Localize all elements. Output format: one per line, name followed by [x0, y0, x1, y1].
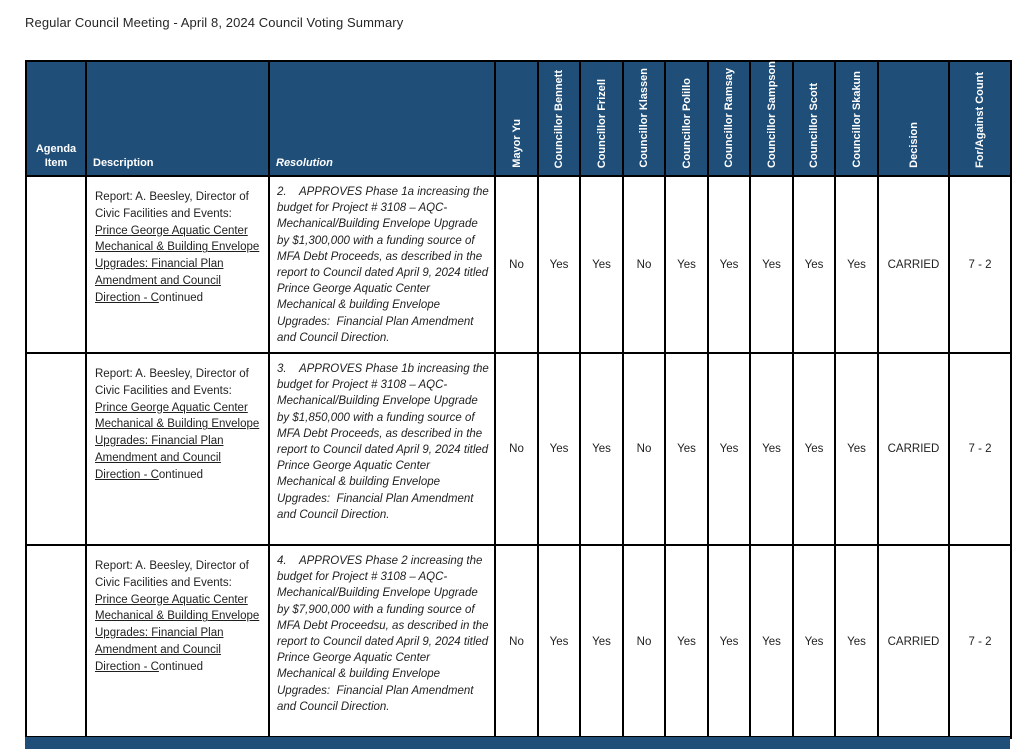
col-header-councillor-skakun-label: Councillor Skakun [850, 71, 863, 168]
voting-row-3: Report: A. Beesley, Director of Civic Fa… [25, 544, 1012, 740]
agenda-item-cell [25, 352, 87, 547]
vote-councillor-skakun: Yes [834, 352, 879, 547]
col-header-councillor-ramsay: Councillor Ramsay [707, 60, 751, 177]
description-text-suffix: ontinued [158, 468, 204, 481]
table-header-row: Agenda Item Description Resolution Mayor… [25, 60, 1012, 177]
vote-mayor-yu: No [494, 544, 539, 740]
vote-councillor-bennett: Yes [537, 174, 581, 355]
decision-cell: CARRIED [877, 174, 950, 355]
vote-councillor-ramsay: Yes [707, 352, 751, 547]
vote-councillor-skakun: Yes [834, 174, 879, 355]
col-header-mayor-yu-label: Mayor Yu [510, 119, 523, 168]
col-header-description-label: Description [93, 157, 154, 169]
vote-councillor-sampson: Yes [749, 544, 794, 740]
voting-row-1: Report: A. Beesley, Director of Civic Fa… [25, 174, 1012, 355]
vote-councillor-polillo: Yes [664, 174, 709, 355]
vote-councillor-klassen: No [622, 174, 666, 355]
col-header-councillor-frizell-label: Councillor Frizell [595, 78, 608, 168]
vote-councillor-ramsay: Yes [707, 174, 751, 355]
col-header-councillor-skakun: Councillor Skakun [834, 60, 879, 177]
col-header-mayor-yu: Mayor Yu [494, 60, 539, 177]
vote-councillor-frizell: Yes [579, 544, 624, 740]
col-header-councillor-klassen: Councillor Klassen [622, 60, 666, 177]
col-header-councillor-sampson-label: Councillor Sampson [765, 61, 778, 168]
col-header-decision: Decision [877, 60, 950, 177]
description-text-suffix: ontinued [158, 660, 204, 673]
description-link[interactable]: Prince George Aquatic Center Mechanical … [95, 401, 260, 481]
vote-councillor-frizell: Yes [579, 352, 624, 547]
description-text: Report: A. Beesley, Director of Civic Fa… [95, 191, 249, 220]
col-header-agenda-item: Agenda Item [25, 60, 87, 177]
description-link[interactable]: Prince George Aquatic Center Mechanical … [95, 593, 260, 673]
vote-councillor-scott: Yes [792, 352, 836, 547]
agenda-item-cell [25, 544, 87, 740]
vote-councillor-sampson: Yes [749, 174, 794, 355]
col-header-for-against-count-label: For/Against Count [974, 72, 986, 168]
col-header-decision-label: Decision [907, 122, 920, 168]
vote-councillor-frizell: Yes [579, 174, 624, 355]
vote-councillor-skakun: Yes [834, 544, 879, 740]
resolution-cell: 4. APPROVES Phase 2 increasing the budge… [268, 544, 496, 740]
col-header-for-against-count: For/Against Count [948, 60, 1012, 177]
agenda-item-cell [25, 174, 87, 355]
col-header-resolution: Resolution [268, 60, 496, 177]
vote-mayor-yu: No [494, 352, 539, 547]
col-header-description: Description [85, 60, 270, 177]
col-header-councillor-ramsay-label: Councillor Ramsay [723, 68, 735, 168]
col-header-councillor-frizell: Councillor Frizell [579, 60, 624, 177]
resolution-cell: 3. APPROVES Phase 1b increasing the budg… [268, 352, 496, 547]
next-page-header-strip [25, 736, 1010, 749]
col-header-councillor-polillo: Councillor Polillo [664, 60, 709, 177]
description-cell: Report: A. Beesley, Director of Civic Fa… [85, 174, 270, 355]
decision-cell: CARRIED [877, 544, 950, 740]
for-against-count-cell: 7 - 2 [948, 352, 1012, 547]
col-header-councillor-scott: Councillor Scott [792, 60, 836, 177]
col-header-agenda-item-label: Agenda Item [35, 143, 77, 169]
vote-councillor-sampson: Yes [749, 352, 794, 547]
vote-councillor-polillo: Yes [664, 544, 709, 740]
col-header-councillor-polillo-label: Councillor Polillo [680, 77, 693, 168]
voting-summary-table: Agenda Item Description Resolution Mayor… [25, 60, 1012, 740]
vote-councillor-scott: Yes [792, 174, 836, 355]
vote-councillor-klassen: No [622, 544, 666, 740]
description-text: Report: A. Beesley, Director of Civic Fa… [95, 560, 249, 589]
vote-councillor-polillo: Yes [664, 352, 709, 547]
col-header-councillor-sampson: Councillor Sampson [749, 60, 794, 177]
resolution-cell: 2. APPROVES Phase 1a increasing the budg… [268, 174, 496, 355]
col-header-councillor-scott-label: Councillor Scott [808, 83, 820, 168]
for-against-count-cell: 7 - 2 [948, 174, 1012, 355]
decision-cell: CARRIED [877, 352, 950, 547]
description-cell: Report: A. Beesley, Director of Civic Fa… [85, 352, 270, 547]
description-text: Report: A. Beesley, Director of Civic Fa… [95, 368, 249, 397]
vote-councillor-ramsay: Yes [707, 544, 751, 740]
col-header-councillor-bennett: Councillor Bennett [537, 60, 581, 177]
vote-councillor-klassen: No [622, 352, 666, 547]
col-header-councillor-bennett-label: Councillor Bennett [553, 69, 565, 168]
col-header-councillor-klassen-label: Councillor Klassen [638, 68, 650, 168]
for-against-count-cell: 7 - 2 [948, 544, 1012, 740]
vote-councillor-bennett: Yes [537, 352, 581, 547]
vote-mayor-yu: No [494, 174, 539, 355]
description-link[interactable]: Prince George Aquatic Center Mechanical … [95, 224, 260, 304]
col-header-resolution-label: Resolution [276, 157, 333, 169]
voting-row-2: Report: A. Beesley, Director of Civic Fa… [25, 352, 1012, 547]
document-title: Regular Council Meeting - April 8, 2024 … [25, 15, 404, 30]
vote-councillor-bennett: Yes [537, 544, 581, 740]
vote-councillor-scott: Yes [792, 544, 836, 740]
description-cell: Report: A. Beesley, Director of Civic Fa… [85, 544, 270, 740]
description-text-suffix: ontinued [158, 291, 204, 304]
